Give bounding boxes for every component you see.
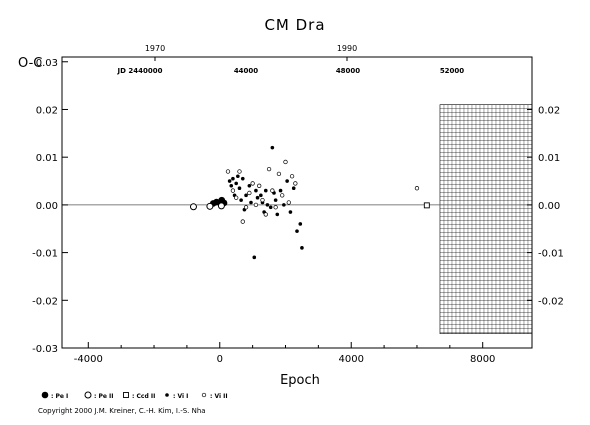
data-point: [280, 193, 285, 198]
data-point: [249, 200, 253, 205]
y-tick-label-left: 0.00: [36, 201, 58, 212]
plot-border: [61, 56, 533, 349]
data-point: [247, 190, 252, 196]
future-grid: [439, 104, 533, 334]
data-point: [266, 166, 272, 172]
data-point: [253, 202, 259, 208]
data-point: [257, 183, 262, 188]
y-tick-label-left: -0.01: [32, 249, 58, 260]
jd-tick-label: 44000: [234, 67, 258, 75]
data-point: [423, 202, 430, 209]
legend-marker: [123, 392, 129, 398]
legend-marker: [84, 391, 92, 399]
grid-region: [439, 104, 533, 334]
data-point: [263, 188, 268, 193]
data-point: [283, 159, 288, 165]
y-tick-label-left: 0.03: [36, 58, 58, 69]
data-point: [263, 212, 268, 217]
data-point: [252, 255, 257, 260]
x-tick-label: 4000: [339, 354, 364, 365]
data-point: [278, 188, 283, 193]
data-point: [285, 179, 289, 183]
year-tick-label: 1970: [145, 44, 165, 53]
data-point: [225, 169, 231, 174]
data-point: [289, 174, 295, 179]
data-point: [250, 181, 255, 186]
legend-label: : Pe II: [94, 393, 114, 400]
data-point: [273, 198, 278, 202]
data-point: [259, 193, 263, 198]
data-point: [295, 229, 299, 233]
data-point: [270, 188, 275, 193]
data-point: [254, 188, 258, 193]
data-point: [270, 145, 275, 150]
data-point: [229, 184, 234, 188]
y-tick-label-right: -0.01: [538, 249, 564, 260]
data-point: [230, 188, 236, 193]
jd-tick-label: 52000: [440, 67, 464, 75]
y-tick-label-right: -0.02: [538, 296, 564, 307]
data-point: [239, 198, 243, 202]
legend-marker: [41, 391, 49, 399]
data-point: [217, 202, 225, 210]
data-point: [288, 210, 293, 214]
data-point: [275, 212, 280, 217]
data-point: [286, 200, 291, 205]
y-tick-label-left: 0.02: [36, 105, 58, 116]
y-tick-label-right: 0.02: [538, 105, 560, 116]
data-point: [282, 203, 286, 207]
data-point: [298, 222, 303, 226]
data-points: [189, 145, 430, 260]
data-point: [244, 193, 248, 198]
data-point: [247, 184, 252, 188]
data-point: [273, 205, 278, 210]
legend-label: : Vi II: [210, 393, 228, 400]
jd-tick-label: JD 2440000: [117, 67, 163, 75]
y-axis-label: O-C: [18, 56, 42, 71]
copyright-text: Copyright 2000 J.M. Kreiner, C.-H. Kim, …: [38, 407, 206, 415]
data-point: [234, 195, 239, 200]
legend-label: : Vi I: [173, 393, 188, 400]
legend-label: : Pe I: [51, 393, 68, 400]
data-point: [414, 186, 420, 191]
legend-marker: [201, 392, 207, 398]
chart-title: CM Dra: [264, 16, 325, 34]
data-point: [240, 219, 245, 224]
data-point: [260, 197, 265, 203]
data-point: [206, 202, 214, 210]
data-point: [291, 186, 296, 190]
data-point: [189, 203, 197, 211]
data-point: [231, 176, 235, 181]
x-tick-label: 8000: [470, 354, 495, 365]
y-tick-label-left: 0.01: [36, 153, 58, 164]
y-tick-label-right: 0.01: [538, 153, 560, 164]
data-point: [240, 176, 245, 181]
data-point: [268, 205, 273, 210]
jd-tick-label: 48000: [336, 67, 360, 75]
data-point: [227, 179, 232, 183]
axis-ticks: -4000 0 4000 8000 0.03 0.02 0.01 0.00 -0.01 -0.02…: [32, 44, 564, 365]
data-point: [234, 181, 238, 186]
data-point: [243, 205, 249, 210]
y-tick-label-left: -0.02: [32, 296, 58, 307]
plot-frame: [61, 56, 533, 349]
y-tick-label-right: 0.00: [538, 201, 560, 212]
data-point: [265, 203, 270, 207]
legend-marker: [165, 393, 169, 397]
data-point: [300, 246, 304, 250]
data-point: [237, 169, 242, 174]
y-tick-label-left: -0.03: [32, 344, 58, 355]
data-point: [255, 195, 260, 200]
legend-label: : Ccd II: [132, 393, 155, 400]
data-point: [237, 186, 242, 190]
data-point: [276, 171, 282, 177]
x-tick-label: -4000: [74, 354, 103, 365]
year-tick-label: 1990: [337, 44, 357, 53]
x-axis-label: Epoch: [280, 373, 320, 388]
legend: : Pe I : Pe II : Ccd II : Vi I : Vi II: [41, 391, 228, 400]
x-tick-label: 0: [217, 354, 223, 365]
data-point: [293, 181, 298, 186]
data-point: [236, 174, 240, 179]
